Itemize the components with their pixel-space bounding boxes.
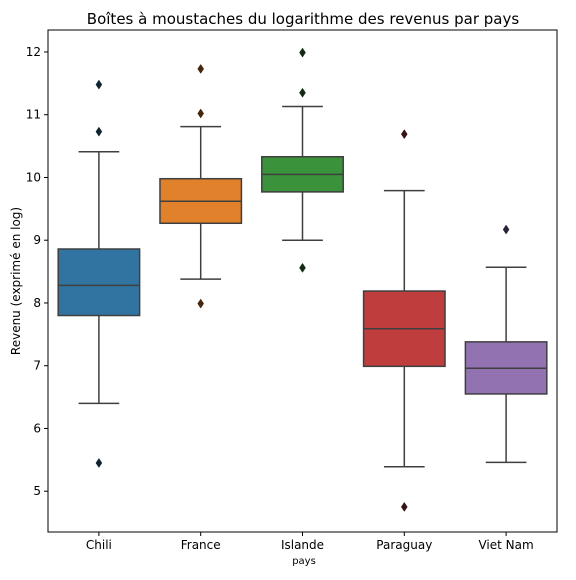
y-tick-label: 12	[26, 45, 41, 59]
outlier-point	[299, 87, 306, 98]
box-group-viet-nam	[464, 224, 548, 464]
outlier-point	[95, 458, 103, 468]
y-tick-label: 7	[33, 359, 41, 373]
x-tick-label: Paraguay	[376, 538, 432, 552]
outlier-point	[95, 79, 103, 90]
outlier-point	[400, 129, 408, 140]
x-tick-label: France	[181, 538, 221, 552]
x-axis-label: pays	[292, 556, 316, 567]
box-group-islande	[261, 47, 344, 273]
y-tick-label: 9	[33, 233, 41, 247]
box-group-chili	[57, 79, 141, 468]
outlier-point	[299, 262, 306, 273]
chart-title: Boîtes à moustaches du logarithme des re…	[87, 10, 520, 28]
plot-area: 5 6 7 8 9 10 11 12 Chili France Islande Paraguay Vie…	[26, 29, 558, 552]
x-tick-label: Chili	[86, 538, 112, 552]
outlier-point	[299, 47, 306, 58]
x-tick-label: Viet Nam	[478, 538, 533, 552]
y-tick-label: 5	[33, 484, 41, 498]
y-tick-label: 8	[33, 296, 41, 310]
outlier-point	[197, 63, 205, 74]
outlier-point	[197, 108, 205, 119]
y-axis-label: Revenu (exprimé en log)	[9, 207, 23, 355]
outlier-point	[95, 126, 103, 137]
y-tick-label: 6	[33, 421, 41, 435]
box-group-paraguay	[362, 129, 446, 512]
box-group-france	[159, 63, 243, 309]
outlier-point	[197, 298, 205, 309]
outlier-point	[400, 501, 408, 512]
y-tick-label: 11	[26, 108, 41, 122]
x-tick-label: Islande	[281, 538, 324, 552]
y-tick-label: 10	[26, 170, 41, 184]
box-iqr	[57, 248, 141, 317]
outlier-point	[502, 224, 510, 235]
